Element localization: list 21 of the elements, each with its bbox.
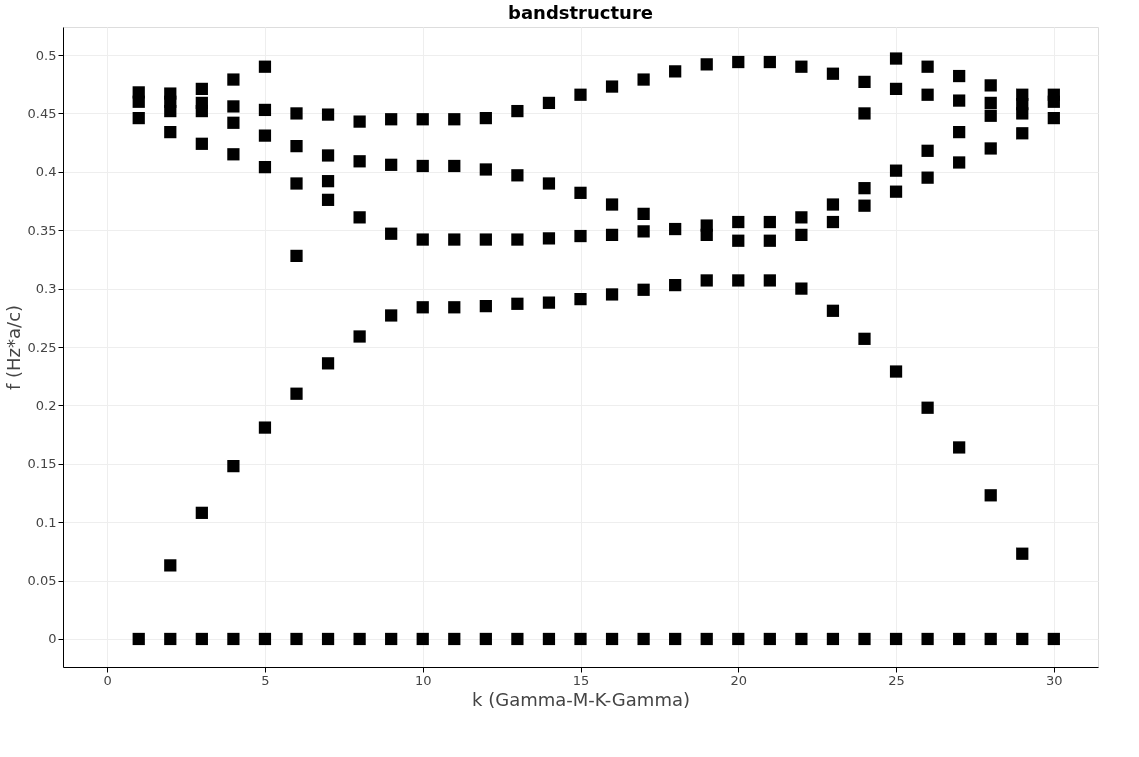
x-tick-label: 10 (414, 672, 432, 688)
y-tick-label: 0.45 (27, 105, 57, 121)
x-tick-label: 20 (730, 672, 748, 688)
x-tick-label: 0 (103, 672, 112, 688)
x-axis-title: k (Gamma-M-K-Gamma) (472, 688, 690, 710)
y-tick-label: 0 (48, 631, 57, 647)
x-tick-label: 30 (1046, 672, 1063, 688)
x-tick-label: 15 (572, 672, 590, 688)
y-tick-label: 0.2 (35, 397, 57, 413)
x-tick-label: 25 (888, 672, 905, 688)
y-tick-label: 0.25 (27, 339, 57, 355)
y-tick-label: 0.4 (35, 164, 57, 180)
y-axis-title: f (Hz*a/c) (2, 304, 24, 391)
y-tick-label: 0.35 (27, 222, 57, 238)
chart-title: bandstructure (508, 2, 653, 23)
y-tick-label: 0.3 (35, 281, 57, 297)
y-tick-label: 0.5 (35, 47, 57, 63)
x-tick-label: 5 (261, 672, 270, 688)
y-tick-label: 0.1 (35, 514, 57, 530)
y-tick-label: 0.15 (27, 456, 57, 472)
y-tick-label: 0.05 (27, 573, 57, 589)
